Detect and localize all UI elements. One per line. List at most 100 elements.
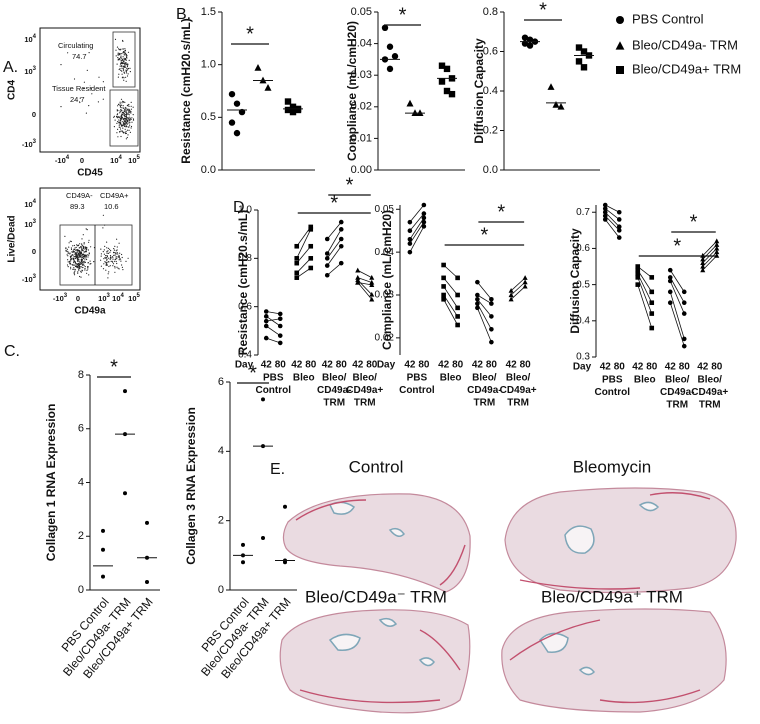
event-dot xyxy=(78,257,80,259)
event-dot xyxy=(124,123,126,125)
event-dot xyxy=(88,274,90,276)
event-dot xyxy=(132,118,135,120)
data-point xyxy=(228,90,236,98)
event-dot xyxy=(117,54,119,56)
event-dot xyxy=(103,263,105,265)
event-dot xyxy=(130,105,132,107)
event-dot xyxy=(76,264,79,266)
event-dot xyxy=(130,108,132,110)
image-caption: Bleomycin xyxy=(573,457,651,476)
event-dot xyxy=(121,67,123,69)
event-dot xyxy=(130,125,133,128)
event-dot xyxy=(73,256,75,258)
data-point xyxy=(123,491,127,496)
event-dot xyxy=(114,265,116,268)
event-dot xyxy=(79,256,82,258)
event-dot xyxy=(73,244,75,247)
event-dot xyxy=(127,67,129,70)
event-dot xyxy=(83,242,85,244)
event-dot xyxy=(119,49,121,51)
tick-base: 0 xyxy=(76,294,80,303)
data-point xyxy=(441,275,446,281)
y-tick-label: 0.4 xyxy=(576,315,590,326)
event-dot xyxy=(123,125,126,127)
event-dot xyxy=(121,256,123,259)
event-dot xyxy=(124,53,127,55)
event-dot xyxy=(79,267,81,270)
significance-label: * xyxy=(539,0,547,21)
significance-label: * xyxy=(497,201,505,223)
group-label: PBS xyxy=(263,373,284,384)
event-dot xyxy=(109,258,111,260)
event-dot xyxy=(86,254,88,256)
y-tick-label: 0 xyxy=(32,110,36,119)
event-dot xyxy=(105,264,107,266)
event-dot xyxy=(83,88,85,90)
event-dot xyxy=(126,123,128,125)
event-dot xyxy=(88,105,90,107)
event-dot xyxy=(124,115,126,117)
pair-line xyxy=(326,238,342,259)
event-dot xyxy=(106,241,108,243)
lung-section xyxy=(282,493,471,593)
event-dot xyxy=(100,253,102,255)
data-point xyxy=(441,292,446,298)
event-dot xyxy=(124,64,126,66)
event-dot xyxy=(121,253,123,256)
event-dot xyxy=(119,68,121,70)
event-dot xyxy=(113,126,115,128)
event-dot xyxy=(109,265,111,267)
y-axis-label: Diffusion Capacity xyxy=(472,38,486,144)
event-dot xyxy=(127,134,129,136)
event-dot xyxy=(83,251,85,253)
pair-line xyxy=(326,221,342,240)
day-label: 80 xyxy=(646,362,658,373)
event-dot xyxy=(102,227,104,229)
event-dot xyxy=(83,255,86,258)
data-point xyxy=(489,301,494,306)
event-dot xyxy=(91,93,93,95)
event-dot xyxy=(72,250,74,252)
event-dot xyxy=(117,253,119,255)
event-dot xyxy=(77,271,79,273)
event-dot xyxy=(86,246,88,249)
tick-base: -10 xyxy=(55,156,66,165)
data-point xyxy=(421,211,427,216)
event-dot xyxy=(114,38,117,41)
pair-line xyxy=(296,267,311,278)
event-dot xyxy=(83,81,85,83)
event-dot xyxy=(121,100,124,102)
y-tick-label: 0.02 xyxy=(375,332,395,343)
event-dot xyxy=(128,119,131,121)
pair-line xyxy=(266,316,281,327)
significance-label: * xyxy=(330,192,338,214)
tick-exponent: 3 xyxy=(33,274,37,280)
data-point xyxy=(386,65,394,73)
event-dot xyxy=(127,117,129,119)
lung-section xyxy=(501,608,727,713)
event-dot xyxy=(126,69,129,71)
event-dot xyxy=(80,261,83,263)
data-point xyxy=(616,66,624,74)
day-label: 42 xyxy=(322,360,334,371)
event-dot xyxy=(110,257,112,259)
event-dot xyxy=(121,110,123,112)
tick-exponent: 4 xyxy=(33,34,37,40)
pair-line xyxy=(702,240,718,256)
event-dot xyxy=(127,257,129,259)
significance-label: * xyxy=(673,235,681,257)
event-dot xyxy=(78,268,80,270)
data-point xyxy=(241,542,245,547)
event-dot xyxy=(67,252,69,254)
event-dot xyxy=(119,111,121,113)
data-point xyxy=(284,98,292,105)
event-dot xyxy=(78,250,80,252)
event-dot xyxy=(113,248,115,250)
event-dot xyxy=(123,113,126,115)
event-dot xyxy=(116,262,118,265)
data-point xyxy=(700,267,706,273)
day-label: 80 xyxy=(418,360,430,371)
data-point xyxy=(508,292,514,298)
pair-line xyxy=(702,244,718,260)
event-dot xyxy=(123,131,125,133)
